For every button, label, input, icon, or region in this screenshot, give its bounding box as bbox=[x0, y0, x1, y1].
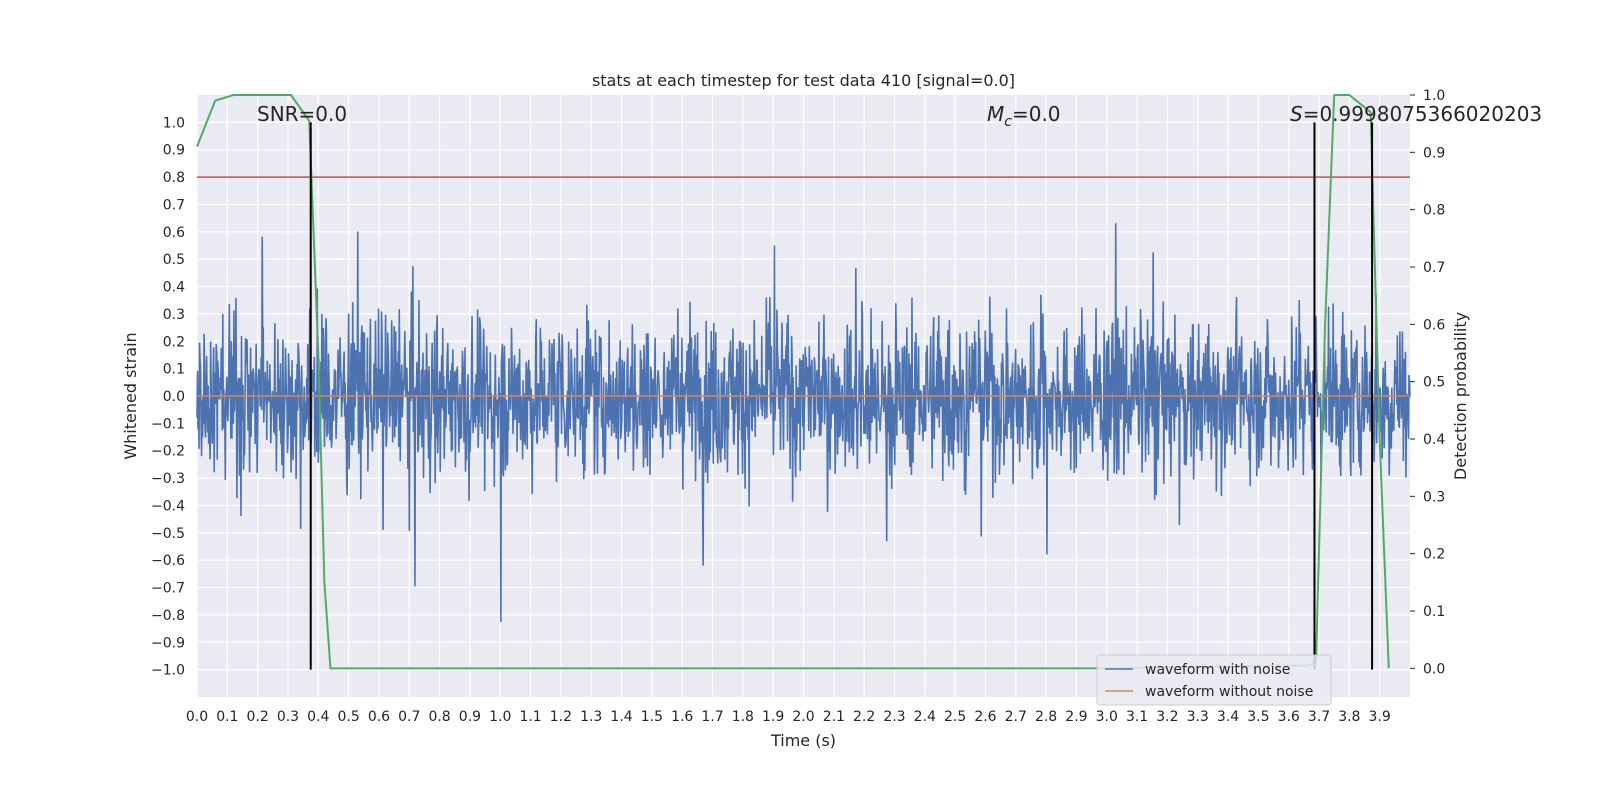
y-left-tick-label: −0.5 bbox=[151, 526, 185, 542]
x-tick-label: 0.0 bbox=[186, 709, 208, 725]
legend-label-clean: waveform without noise bbox=[1145, 684, 1313, 700]
x-tick-label: 3.0 bbox=[1096, 709, 1118, 725]
x-tick-label: 0.3 bbox=[277, 709, 299, 725]
y-left-tick-label: 0.0 bbox=[163, 389, 185, 405]
x-tick-label: 0.4 bbox=[307, 709, 329, 725]
legend: waveform with noise waveform without noi… bbox=[1096, 654, 1332, 706]
annotation-mc-value: =0.0 bbox=[1012, 102, 1061, 126]
x-tick-label: 0.5 bbox=[337, 709, 359, 725]
annotation-s-value: =0.9998075366020203 bbox=[1303, 102, 1542, 126]
y-left-tick-label: 0.6 bbox=[163, 225, 185, 241]
x-tick-label: 3.3 bbox=[1187, 709, 1209, 725]
y-left-tick-label: 0.1 bbox=[163, 362, 185, 378]
chart-title: stats at each timestep for test data 410… bbox=[592, 71, 1015, 90]
x-tick-label: 1.6 bbox=[671, 709, 693, 725]
y-left-tick-label: 1.0 bbox=[163, 115, 185, 131]
annotation-mc-subscript: c bbox=[1004, 114, 1012, 130]
y-left-tick-label: −1.0 bbox=[151, 663, 185, 679]
x-tick-label: 0.7 bbox=[398, 709, 420, 725]
y-left-tick-labels: 1.0 0.9 0.8 0.7 0.6 0.5 0.4 0.3 0.2 0.1 0.0 −0.1 −0.… bbox=[151, 115, 185, 678]
x-tick-label: 2.5 bbox=[944, 709, 966, 725]
x-tick-labels: 0.0 0.1 0.2 0.3 0.4 0.5 0.6 0.7 0.8 0.9 1.0 1.1 1.2 1… bbox=[186, 709, 1391, 725]
x-tick-label: 3.9 bbox=[1369, 709, 1391, 725]
x-tick-label: 2.1 bbox=[823, 709, 845, 725]
y-left-tick-label: 0.5 bbox=[163, 252, 185, 268]
annotation-snr: SNR=0.0 bbox=[257, 102, 347, 126]
x-tick-label: 2.3 bbox=[883, 709, 905, 725]
x-tick-label: 3.8 bbox=[1338, 709, 1360, 725]
y-right-tick-label: 0.5 bbox=[1423, 375, 1445, 391]
y-left-tick-label: −0.7 bbox=[151, 581, 185, 597]
x-tick-label: 3.1 bbox=[1126, 709, 1148, 725]
y-right-tick-label: 0.7 bbox=[1423, 260, 1445, 276]
x-tick-label: 1.0 bbox=[489, 709, 511, 725]
x-tick-label: 2.7 bbox=[1005, 709, 1027, 725]
x-tick-label: 2.0 bbox=[792, 709, 814, 725]
x-tick-label: 1.1 bbox=[519, 709, 541, 725]
series-lines bbox=[196, 94, 1410, 670]
x-tick-label: 1.3 bbox=[580, 709, 602, 725]
y-left-tick-label: −0.6 bbox=[151, 553, 185, 569]
y-right-tick-label: 0.3 bbox=[1423, 489, 1445, 505]
x-tick-label: 2.2 bbox=[853, 709, 875, 725]
x-tick-label: 0.8 bbox=[428, 709, 450, 725]
legend-box bbox=[1096, 654, 1332, 706]
x-tick-label: 2.4 bbox=[914, 709, 936, 725]
y-right-tick-label: 0.0 bbox=[1423, 661, 1445, 677]
x-tick-label: 1.9 bbox=[762, 709, 784, 725]
series-line-detection-probability bbox=[196, 94, 1390, 670]
y-right-tick-label: 0.6 bbox=[1423, 317, 1445, 333]
y-right-tick-label: 0.9 bbox=[1423, 145, 1445, 161]
annotation-mc-symbol: M bbox=[987, 102, 1004, 126]
y-left-tick-label: −0.8 bbox=[151, 608, 185, 624]
x-tick-label: 2.8 bbox=[1035, 709, 1057, 725]
x-tick-label: 1.8 bbox=[732, 709, 754, 725]
y-right-tick-label: 1.0 bbox=[1423, 88, 1445, 104]
x-tick-label: 1.5 bbox=[641, 709, 663, 725]
annotation-s: S=0.9998075366020203 bbox=[1290, 102, 1542, 126]
y-left-tick-label: −0.2 bbox=[151, 444, 185, 460]
x-axis-label: Time (s) bbox=[770, 731, 836, 750]
y-right-tick-label: 0.2 bbox=[1423, 547, 1445, 563]
x-tick-label: 0.2 bbox=[247, 709, 269, 725]
x-tick-label: 1.7 bbox=[701, 709, 723, 725]
y-left-tick-label: 0.7 bbox=[163, 197, 185, 213]
x-tick-label: 0.9 bbox=[459, 709, 481, 725]
y-right-tick-labels: 1.0 0.9 0.8 0.7 0.6 0.5 0.4 0.3 0.2 0.1 0.0 bbox=[1410, 88, 1445, 677]
y-right-tick-label: 0.1 bbox=[1423, 604, 1445, 620]
y-left-tick-label: 0.4 bbox=[163, 280, 185, 296]
y-left-tick-label: 0.8 bbox=[163, 170, 185, 186]
x-tick-label: 1.2 bbox=[550, 709, 572, 725]
series-line-waveform-with-noise bbox=[196, 223, 1411, 623]
x-tick-label: 3.4 bbox=[1217, 709, 1239, 725]
x-tick-label: 3.7 bbox=[1308, 709, 1330, 725]
x-tick-label: 0.1 bbox=[216, 709, 238, 725]
x-tick-label: 2.6 bbox=[974, 709, 996, 725]
y-left-tick-label: −0.4 bbox=[151, 498, 185, 514]
waveform-with-noise-series bbox=[196, 223, 1411, 623]
y-axis-label-left: Whitened strain bbox=[121, 332, 140, 459]
y-left-tick-label: 0.2 bbox=[163, 334, 185, 350]
x-tick-label: 2.9 bbox=[1065, 709, 1087, 725]
annotation-mc: Mc=0.0 bbox=[987, 102, 1061, 130]
x-tick-label: 1.4 bbox=[610, 709, 632, 725]
y-left-tick-label: 0.3 bbox=[163, 307, 185, 323]
x-tick-label: 0.6 bbox=[368, 709, 390, 725]
y-left-tick-label: −0.3 bbox=[151, 471, 185, 487]
y-left-tick-label: −0.1 bbox=[151, 416, 185, 432]
x-tick-label: 3.6 bbox=[1278, 709, 1300, 725]
y-right-tick-label: 0.8 bbox=[1423, 203, 1445, 219]
x-tick-label: 3.5 bbox=[1247, 709, 1269, 725]
x-tick-label: 3.2 bbox=[1156, 709, 1178, 725]
y-left-tick-label: −0.9 bbox=[151, 635, 185, 651]
annotation-s-symbol: S bbox=[1290, 102, 1303, 126]
y-axis-label-right: Detection probability bbox=[1451, 312, 1470, 480]
y-right-tick-label: 0.4 bbox=[1423, 432, 1445, 448]
legend-label-noise: waveform with noise bbox=[1145, 662, 1290, 678]
y-left-tick-label: 0.9 bbox=[163, 143, 185, 159]
